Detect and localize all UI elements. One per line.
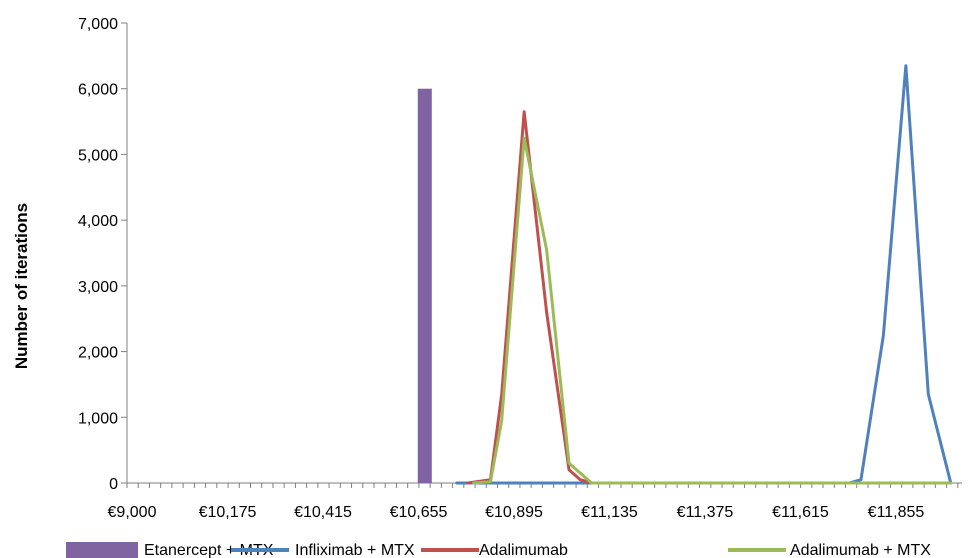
legend-item: Adalimumab + MTX xyxy=(728,542,931,558)
legend-item: Infliximab + MTX xyxy=(231,542,415,558)
x-tick-label: €10,655 xyxy=(390,504,448,521)
legend-item: Adalimumab xyxy=(421,542,568,558)
x-axis: €9,000 €10,175 €10,415 €10,655 €10,895 €11,13… xyxy=(108,482,962,521)
x-tick-label: €10,895 xyxy=(485,504,543,521)
x-tick-label: €11,135 xyxy=(581,504,638,521)
legend-item: Etanercept + MTX xyxy=(66,542,274,558)
y-tick-label: 0 xyxy=(109,476,118,493)
y-tick-label: 4,000 xyxy=(78,213,118,230)
y-tick-label: 7,000 xyxy=(78,16,118,33)
legend-label: Adalimumab + MTX xyxy=(790,542,931,558)
y-axis: 0 1,000 2,000 3,000 4,000 5,000 6,000 7,000 xyxy=(78,16,128,493)
x-tick-label: €9,000 xyxy=(108,504,157,521)
series-line-infliximab-mtx xyxy=(455,64,953,485)
x-tick-label: €11,615 xyxy=(772,504,829,521)
x-tick-label: €10,175 xyxy=(199,504,257,521)
legend-label: Adalimumab xyxy=(479,542,568,558)
legend: Etanercept + MTX Infliximab + MTX Adalimum… xyxy=(66,542,931,558)
x-tick-label: €11,375 xyxy=(677,504,734,521)
y-axis-title: Number of iterations xyxy=(12,203,31,369)
series-line-adalimumab-mtx xyxy=(472,136,953,485)
y-tick-label: 2,000 xyxy=(78,345,118,362)
y-tick-label: 1,000 xyxy=(78,410,118,427)
legend-label: Etanercept + MTX xyxy=(144,542,274,558)
legend-label: Infliximab + MTX xyxy=(295,542,415,558)
x-tick-label: €11,855 xyxy=(868,504,925,521)
bar-etanercept-mtx xyxy=(417,88,432,483)
y-tick-label: 5,000 xyxy=(78,147,118,164)
y-tick-label: 3,000 xyxy=(78,279,118,296)
plot-series xyxy=(417,64,953,485)
x-tick-label: €10,415 xyxy=(294,504,352,521)
y-tick-label: 6,000 xyxy=(78,82,118,99)
legend-swatch xyxy=(66,542,138,558)
